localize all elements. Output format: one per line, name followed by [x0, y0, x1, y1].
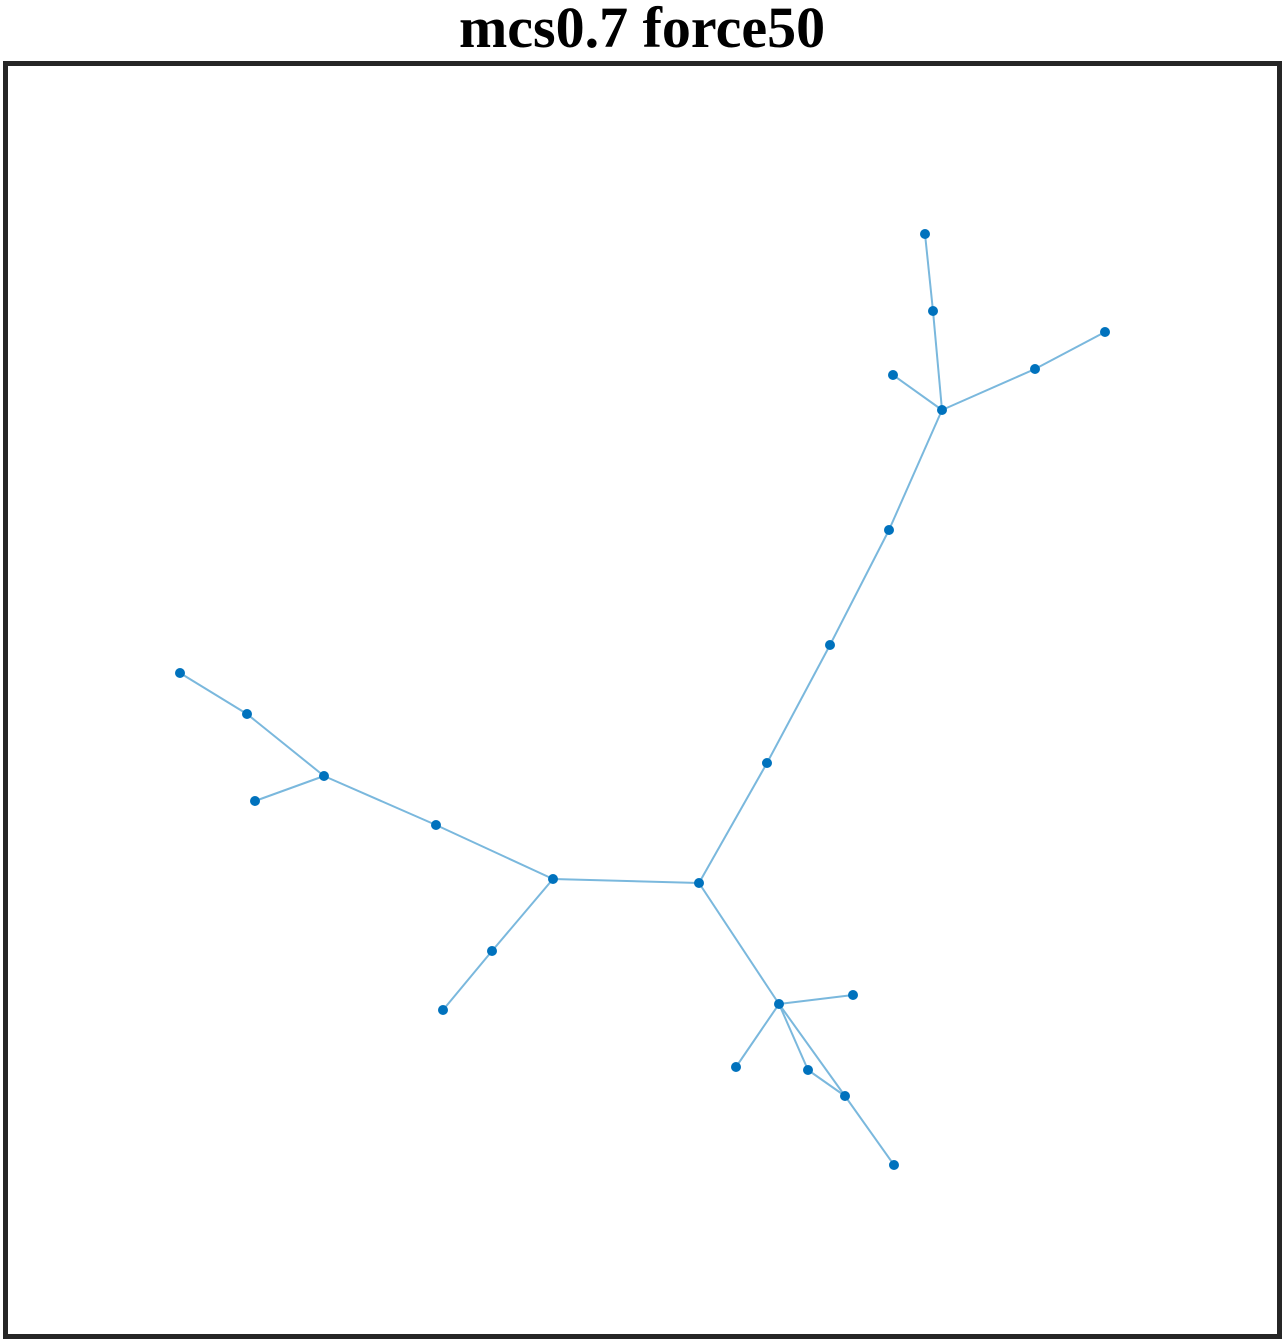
edge: [435, 824, 554, 880]
edge: [698, 762, 768, 884]
frame: [3, 61, 1282, 1339]
node: [928, 306, 938, 316]
node: [731, 1062, 741, 1072]
node: [431, 820, 441, 830]
edge: [829, 529, 890, 646]
edge: [844, 1095, 895, 1166]
edge: [735, 1003, 780, 1068]
node: [848, 990, 858, 1000]
node: [694, 878, 704, 888]
node: [937, 405, 947, 415]
node: [920, 229, 930, 239]
edge: [491, 878, 554, 952]
node: [487, 946, 497, 956]
edge: [698, 882, 780, 1005]
node: [884, 525, 894, 535]
node: [548, 874, 558, 884]
node: [242, 709, 252, 719]
nodes: [175, 229, 1110, 1170]
edge: [924, 233, 934, 312]
node: [1030, 364, 1040, 374]
edge: [552, 878, 700, 884]
edge: [766, 644, 831, 764]
node: [888, 370, 898, 380]
edge: [323, 775, 437, 826]
node: [889, 1160, 899, 1170]
edge: [254, 775, 325, 802]
node: [774, 999, 784, 1009]
edge: [807, 1069, 846, 1097]
node: [250, 796, 260, 806]
edges: [179, 233, 1106, 1166]
node: [438, 1005, 448, 1015]
node: [762, 758, 772, 768]
edge: [1034, 331, 1106, 370]
edge: [888, 409, 943, 531]
node: [840, 1091, 850, 1101]
node: [803, 1065, 813, 1075]
edge: [778, 1003, 846, 1097]
edge: [179, 672, 248, 715]
edge: [442, 950, 493, 1011]
edge: [932, 310, 943, 411]
edge: [892, 374, 943, 411]
node: [825, 640, 835, 650]
node: [1100, 327, 1110, 337]
node: [319, 771, 329, 781]
edge: [246, 713, 325, 777]
edge: [778, 994, 854, 1005]
edge: [778, 1003, 809, 1071]
node: [175, 668, 185, 678]
edge: [941, 368, 1036, 411]
title: mcs0.7 force50: [459, 0, 825, 60]
